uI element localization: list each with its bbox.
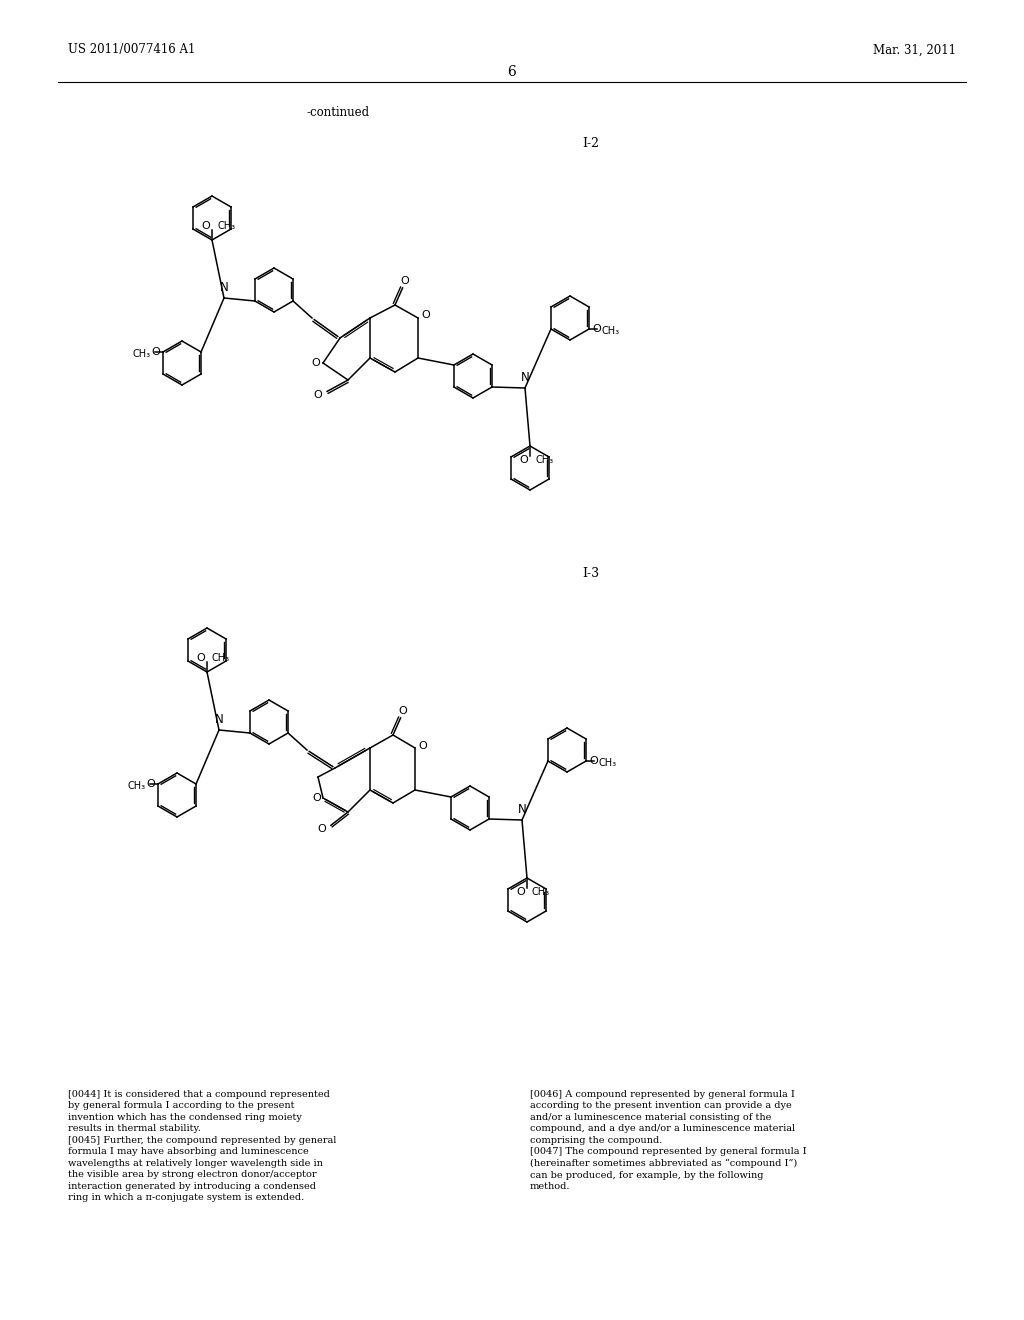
Text: O: O [592, 323, 601, 334]
Text: O: O [311, 358, 319, 368]
Text: CH₃: CH₃ [598, 758, 616, 768]
Text: CH₃: CH₃ [601, 326, 620, 337]
Text: CH₃: CH₃ [212, 653, 230, 663]
Text: -continued: -continued [306, 106, 370, 119]
Text: CH₃: CH₃ [532, 887, 550, 898]
Text: CH₃: CH₃ [128, 781, 146, 791]
Text: O: O [589, 756, 598, 766]
Text: O: O [418, 741, 427, 751]
Text: O: O [421, 310, 430, 319]
Text: N: N [520, 371, 529, 384]
Text: [0044] It is considered that a compound represented
by general formula I accordi: [0044] It is considered that a compound … [68, 1090, 336, 1203]
Text: I-3: I-3 [582, 568, 599, 579]
Text: N: N [517, 803, 526, 816]
Text: Mar. 31, 2011: Mar. 31, 2011 [873, 44, 956, 57]
Text: CH₃: CH₃ [133, 348, 151, 359]
Text: O: O [516, 887, 525, 898]
Text: CH₃: CH₃ [217, 220, 236, 231]
Text: O: O [146, 779, 155, 789]
Text: 6: 6 [508, 65, 516, 79]
Text: O: O [317, 824, 327, 834]
Text: N: N [219, 281, 228, 294]
Text: O: O [398, 706, 408, 715]
Text: O: O [197, 653, 205, 663]
Text: O: O [202, 220, 210, 231]
Text: [0046] A compound represented by general formula I
according to the present inve: [0046] A compound represented by general… [530, 1090, 807, 1191]
Text: O: O [313, 389, 323, 400]
Text: O: O [519, 455, 528, 465]
Text: O: O [312, 793, 321, 803]
Text: I-2: I-2 [582, 137, 599, 150]
Text: CH₃: CH₃ [535, 455, 553, 465]
Text: O: O [400, 276, 410, 286]
Text: N: N [215, 713, 223, 726]
Text: O: O [152, 347, 160, 356]
Text: US 2011/0077416 A1: US 2011/0077416 A1 [68, 44, 196, 57]
